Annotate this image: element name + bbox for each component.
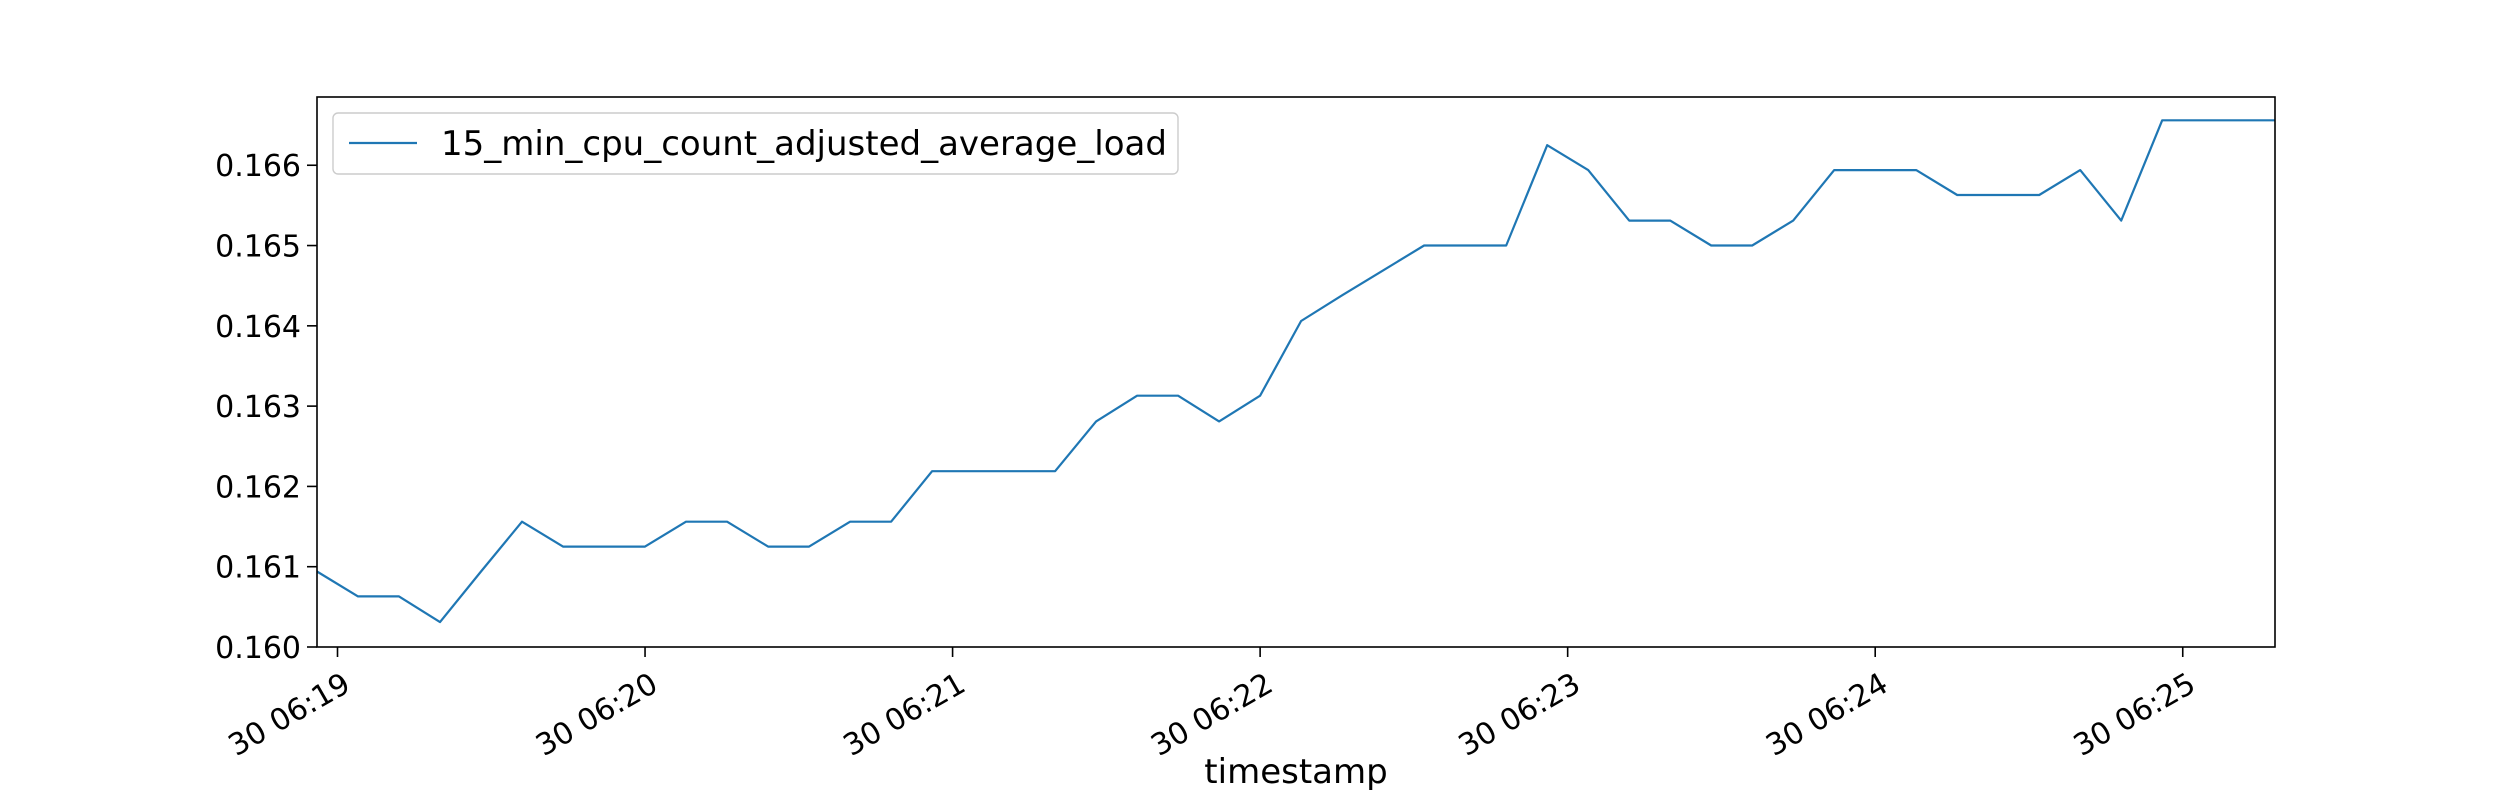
y-tick-label: 0.166 (215, 149, 301, 184)
x-tick-label: 30 06:24 (1760, 666, 1894, 763)
y-tick-label: 0.162 (215, 470, 301, 505)
x-tick-label: 30 06:19 (223, 666, 357, 763)
y-tick-label: 0.164 (215, 310, 301, 345)
x-tick-label: 30 06:21 (838, 666, 972, 763)
legend-box (332, 112, 1179, 175)
series-line (316, 119, 2275, 624)
x-tick-label: 30 06:20 (530, 666, 664, 763)
plot-area-frame (316, 96, 2276, 648)
y-axis-ticks: 0.160 0.161 0.162 0.163 0.164 0.165 0.166 (215, 149, 317, 666)
x-tick-label: 30 06:22 (1145, 666, 1279, 763)
y-tick-label: 0.161 (215, 551, 301, 586)
x-axis-ticks: 30 06:19 30 06:20 30 06:21 30 06:22 30 06:23… (223, 647, 2202, 764)
y-tick-label: 0.160 (215, 631, 301, 666)
x-axis-label: timestamp (1204, 752, 1387, 792)
x-tick-label: 30 06:25 (2068, 666, 2202, 763)
y-tick-label: 0.163 (215, 390, 301, 425)
series-layer (316, 119, 2275, 624)
legend: 15_min_cpu_count_adjusted_average_load (332, 112, 1179, 175)
y-tick-label: 0.165 (215, 230, 301, 265)
x-tick-label: 30 06:23 (1453, 666, 1587, 763)
legend-series-label: 15_min_cpu_count_adjusted_average_load (441, 124, 1167, 164)
